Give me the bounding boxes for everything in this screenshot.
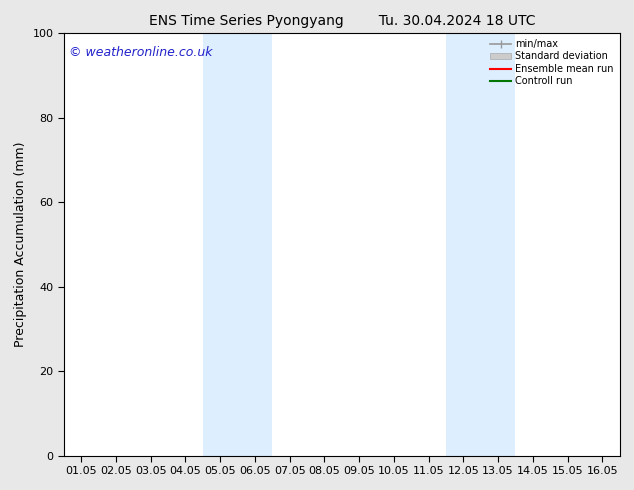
Text: © weatheronline.co.uk: © weatheronline.co.uk bbox=[69, 46, 213, 59]
Legend: min/max, Standard deviation, Ensemble mean run, Controll run: min/max, Standard deviation, Ensemble me… bbox=[486, 35, 618, 90]
Bar bbox=[446, 33, 515, 456]
Bar bbox=[203, 33, 272, 456]
Y-axis label: Precipitation Accumulation (mm): Precipitation Accumulation (mm) bbox=[14, 142, 27, 347]
Title: ENS Time Series Pyongyang        Tu. 30.04.2024 18 UTC: ENS Time Series Pyongyang Tu. 30.04.2024… bbox=[148, 14, 535, 28]
